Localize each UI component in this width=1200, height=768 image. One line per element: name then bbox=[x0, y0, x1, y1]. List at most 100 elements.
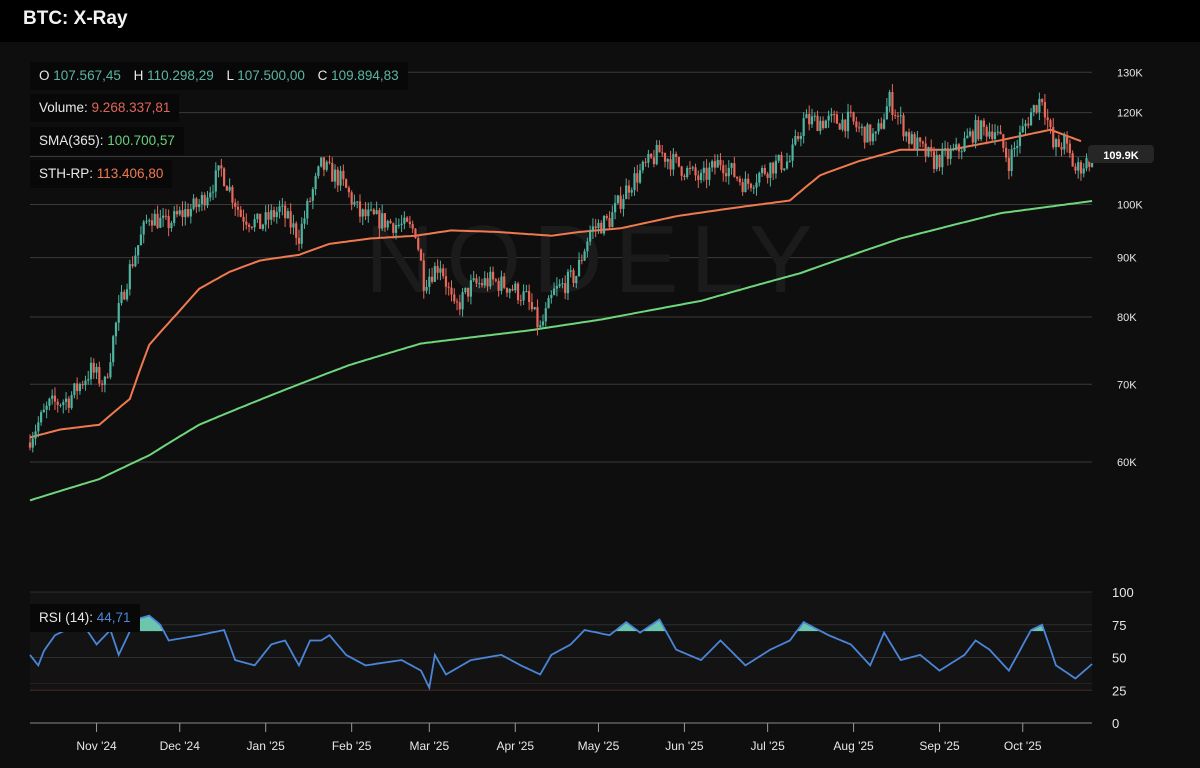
candle[interactable] bbox=[688, 161, 692, 175]
candle[interactable] bbox=[846, 103, 850, 139]
candle[interactable] bbox=[259, 213, 262, 229]
candle[interactable] bbox=[270, 204, 273, 225]
candle[interactable] bbox=[572, 268, 575, 288]
candle[interactable] bbox=[81, 380, 84, 389]
candle[interactable] bbox=[178, 206, 181, 217]
candle[interactable] bbox=[109, 353, 112, 380]
candle[interactable] bbox=[575, 275, 578, 289]
candle[interactable] bbox=[198, 199, 201, 212]
candle[interactable] bbox=[64, 392, 68, 411]
candle[interactable] bbox=[308, 197, 312, 203]
candle[interactable] bbox=[167, 209, 170, 237]
candle[interactable] bbox=[223, 167, 226, 187]
candle[interactable] bbox=[938, 154, 941, 172]
candle[interactable] bbox=[159, 209, 162, 229]
candle[interactable] bbox=[45, 401, 48, 419]
candle[interactable] bbox=[281, 197, 284, 216]
candle[interactable] bbox=[289, 203, 292, 235]
candle[interactable] bbox=[636, 164, 639, 192]
candle[interactable] bbox=[256, 213, 259, 223]
candle[interactable] bbox=[638, 163, 642, 185]
candle[interactable] bbox=[322, 157, 326, 177]
candle[interactable] bbox=[874, 131, 877, 142]
candle[interactable] bbox=[1052, 118, 1055, 150]
candle[interactable] bbox=[1066, 131, 1069, 153]
candle[interactable] bbox=[747, 173, 750, 190]
candle[interactable] bbox=[602, 215, 606, 236]
candle[interactable] bbox=[1060, 142, 1063, 157]
candle[interactable] bbox=[1032, 104, 1035, 117]
candle[interactable] bbox=[314, 172, 317, 196]
candle[interactable] bbox=[428, 268, 431, 295]
candle[interactable] bbox=[311, 186, 314, 210]
candle[interactable] bbox=[564, 275, 567, 300]
candle[interactable] bbox=[991, 124, 994, 143]
candle[interactable] bbox=[702, 161, 705, 182]
candle[interactable] bbox=[486, 272, 489, 292]
candle[interactable] bbox=[891, 83, 894, 121]
candle[interactable] bbox=[896, 112, 900, 125]
candle[interactable] bbox=[364, 201, 367, 221]
candle[interactable] bbox=[153, 209, 156, 226]
candle[interactable] bbox=[519, 294, 522, 306]
candle[interactable] bbox=[1007, 149, 1010, 180]
candle[interactable] bbox=[932, 146, 936, 174]
candle[interactable] bbox=[858, 121, 861, 133]
candle[interactable] bbox=[877, 119, 880, 135]
candle[interactable] bbox=[186, 203, 190, 218]
candle[interactable] bbox=[697, 170, 700, 189]
candle[interactable] bbox=[974, 114, 977, 149]
candle[interactable] bbox=[533, 306, 536, 311]
candle[interactable] bbox=[95, 363, 98, 380]
candle[interactable] bbox=[367, 202, 370, 223]
candle[interactable] bbox=[686, 165, 689, 180]
candle[interactable] bbox=[120, 284, 123, 306]
candle[interactable] bbox=[48, 397, 51, 411]
candle[interactable] bbox=[882, 113, 886, 130]
candle[interactable] bbox=[234, 198, 237, 216]
candle[interactable] bbox=[28, 434, 32, 451]
candle[interactable] bbox=[752, 185, 755, 194]
candle[interactable] bbox=[264, 205, 267, 232]
candle[interactable] bbox=[417, 234, 420, 252]
candle[interactable] bbox=[594, 218, 597, 238]
candle[interactable] bbox=[450, 280, 453, 302]
candle[interactable] bbox=[738, 175, 741, 186]
candle[interactable] bbox=[661, 145, 664, 158]
candle[interactable] bbox=[350, 190, 353, 211]
candle[interactable] bbox=[680, 165, 683, 181]
candle[interactable] bbox=[214, 162, 217, 198]
candle[interactable] bbox=[516, 281, 520, 305]
candle[interactable] bbox=[733, 156, 736, 178]
candle[interactable] bbox=[389, 218, 392, 224]
candle[interactable] bbox=[392, 222, 395, 239]
candle[interactable] bbox=[375, 201, 378, 215]
candle[interactable] bbox=[469, 274, 473, 305]
candle[interactable] bbox=[100, 380, 104, 393]
candle[interactable] bbox=[339, 165, 342, 191]
candle[interactable] bbox=[76, 377, 79, 400]
candle[interactable] bbox=[586, 237, 589, 258]
candle[interactable] bbox=[455, 298, 459, 311]
candle[interactable] bbox=[580, 254, 583, 265]
candle[interactable] bbox=[758, 171, 761, 187]
candle[interactable] bbox=[137, 245, 140, 264]
candle[interactable] bbox=[195, 197, 198, 214]
candle[interactable] bbox=[325, 160, 328, 172]
candle[interactable] bbox=[766, 171, 769, 184]
candle[interactable] bbox=[536, 299, 539, 336]
candle[interactable] bbox=[561, 277, 564, 289]
candle[interactable] bbox=[1027, 116, 1030, 129]
candle[interactable] bbox=[242, 209, 245, 231]
candle[interactable] bbox=[70, 391, 73, 410]
candle[interactable] bbox=[422, 252, 425, 299]
candle[interactable] bbox=[78, 382, 82, 395]
candle[interactable] bbox=[175, 204, 179, 218]
candle[interactable] bbox=[328, 155, 331, 165]
candle[interactable] bbox=[849, 105, 852, 118]
candle[interactable] bbox=[442, 264, 445, 279]
candle[interactable] bbox=[730, 162, 733, 175]
candle[interactable] bbox=[1021, 118, 1024, 134]
candle[interactable] bbox=[569, 265, 572, 278]
candle[interactable] bbox=[247, 222, 251, 233]
